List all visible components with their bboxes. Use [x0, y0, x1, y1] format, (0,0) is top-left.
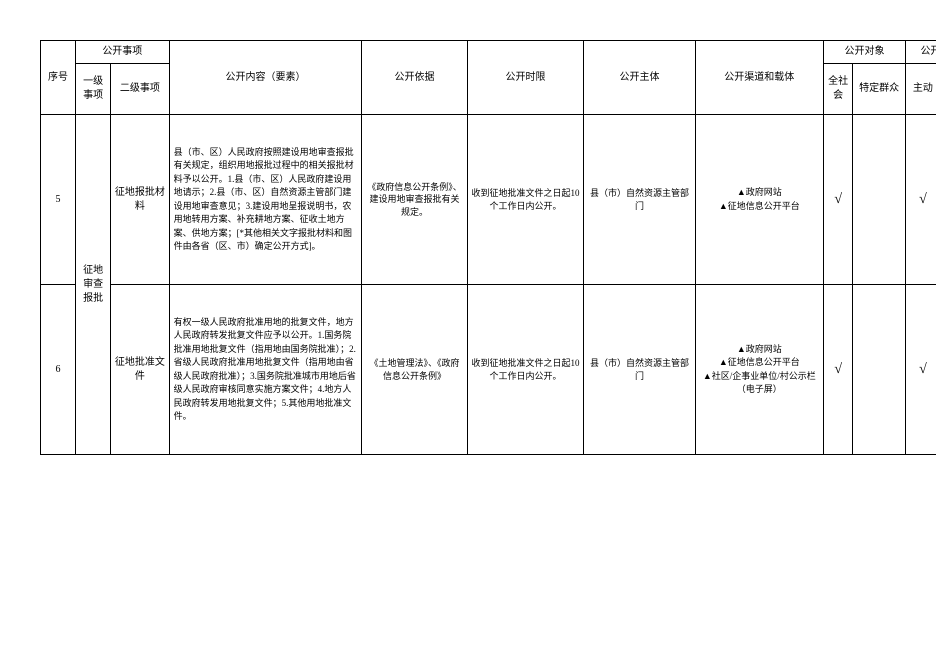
- cell-target1: √: [824, 115, 853, 285]
- header-basis: 公开依据: [362, 41, 467, 115]
- cell-cat1: 征地审查报批: [76, 115, 111, 455]
- header-cat2: 二级事项: [111, 64, 169, 115]
- cell-cat2: 征地报批材料: [111, 115, 169, 285]
- header-channel: 公开渠道和载体: [695, 41, 824, 115]
- cell-time: 收到征地批准文件之日起10个工作日内公开。: [467, 115, 584, 285]
- cell-channel: ▲政府网站▲征地信息公开平台▲社区/企事业单位/村公示栏（电子屏）: [695, 285, 824, 455]
- cell-content: 有权一级人民政府批准用地的批复文件，地方人民政府转发批复文件应予以公开。1.国务…: [169, 285, 362, 455]
- cell-cat2: 征地批准文件: [111, 285, 169, 455]
- cell-method1: √: [905, 115, 936, 285]
- table-row: 5 征地审查报批 征地报批材料 县（市、区）人民政府按照建设用地审查报批有关规定…: [41, 115, 936, 285]
- cell-target2: [853, 285, 906, 455]
- cell-seq: 6: [41, 285, 76, 455]
- header-target1: 全社会: [824, 64, 853, 115]
- header-subject: 公开主体: [584, 41, 695, 115]
- header-method1: 主动: [905, 64, 936, 115]
- cell-time: 收到征地批准文件之日起10个工作日内公开。: [467, 285, 584, 455]
- header-method: 公开方式: [905, 41, 936, 64]
- table-row: 6 征地批准文件 有权一级人民政府批准用地的批复文件，地方人民政府转发批复文件应…: [41, 285, 936, 455]
- header-row-1: 序号 公开事项 公开内容（要素） 公开依据 公开时限 公开主体 公开渠道和载体 …: [41, 41, 936, 64]
- disclosure-table: 序号 公开事项 公开内容（要素） 公开依据 公开时限 公开主体 公开渠道和载体 …: [40, 40, 936, 455]
- header-cat1: 一级事项: [76, 64, 111, 115]
- cell-basis: 《土地管理法》、《政府信息公开条例》: [362, 285, 467, 455]
- header-target: 公开对象: [824, 41, 906, 64]
- disclosure-table-container: 序号 公开事项 公开内容（要素） 公开依据 公开时限 公开主体 公开渠道和载体 …: [40, 40, 936, 455]
- header-content: 公开内容（要素）: [169, 41, 362, 115]
- cell-target2: [853, 115, 906, 285]
- header-time: 公开时限: [467, 41, 584, 115]
- cell-seq: 5: [41, 115, 76, 285]
- header-item: 公开事项: [76, 41, 170, 64]
- cell-basis: 《政府信息公开条例》、建设用地审查报批有关规定。: [362, 115, 467, 285]
- header-seq: 序号: [41, 41, 76, 115]
- cell-method1: √: [905, 285, 936, 455]
- cell-content: 县（市、区）人民政府按照建设用地审查报批有关规定，组织用地报批过程中的相关报批材…: [169, 115, 362, 285]
- cell-channel: ▲政府网站▲征地信息公开平台: [695, 115, 824, 285]
- cell-target1: √: [824, 285, 853, 455]
- cell-subject: 县（市）自然资源主管部门: [584, 285, 695, 455]
- cell-subject: 县（市）自然资源主管部门: [584, 115, 695, 285]
- header-target2: 特定群众: [853, 64, 906, 115]
